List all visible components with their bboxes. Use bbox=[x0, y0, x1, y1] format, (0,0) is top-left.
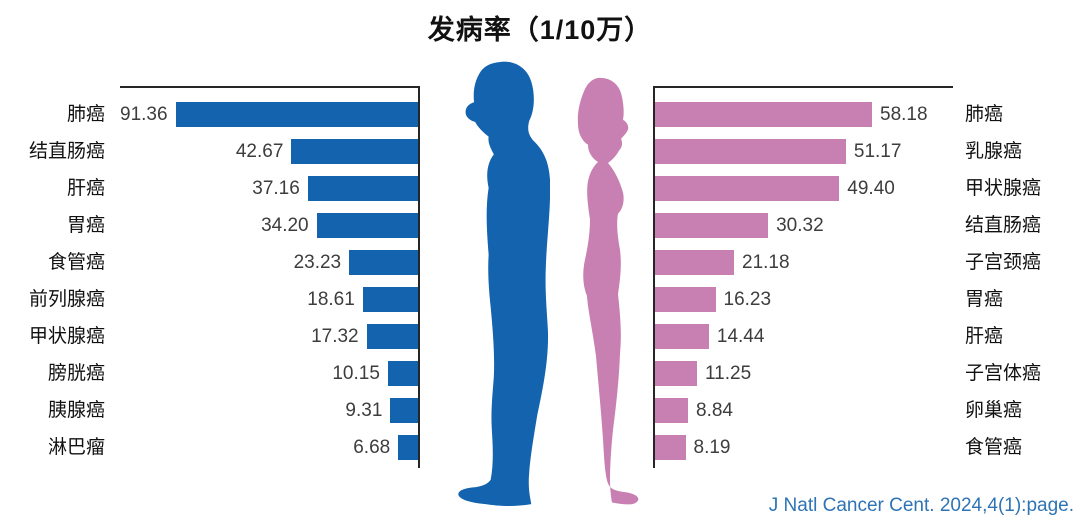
female-bar-plot: 58.18 51.17 49.40 30.32 21.18 16.23 14.44 11.25… bbox=[653, 86, 953, 468]
female-bar bbox=[655, 435, 686, 460]
category-label: 结直肠癌 bbox=[965, 215, 1042, 236]
bar-row: 8.84 bbox=[655, 392, 953, 429]
value-label: 14.44 bbox=[716, 325, 765, 347]
value-label: 37.16 bbox=[252, 177, 300, 199]
category-label: 肺癌 bbox=[965, 104, 1004, 125]
value-label: 10.15 bbox=[332, 362, 380, 384]
male-bar bbox=[398, 435, 418, 460]
female-silhouette-icon bbox=[577, 77, 639, 505]
female-bar bbox=[655, 324, 709, 349]
category-label: 食管癌 bbox=[47, 252, 105, 273]
female-bar bbox=[655, 398, 688, 423]
male-bar bbox=[387, 361, 418, 386]
value-label: 23.23 bbox=[293, 251, 342, 273]
bar-row: 23.23 bbox=[120, 244, 418, 281]
category-label: 甲状腺癌 bbox=[965, 178, 1042, 199]
value-label: 49.40 bbox=[847, 177, 895, 199]
bar-row: 34.20 bbox=[120, 207, 418, 244]
value-label: 42.67 bbox=[235, 140, 284, 162]
bar-row: 14.44 bbox=[655, 318, 953, 355]
male-bar bbox=[307, 176, 418, 201]
female-bar bbox=[655, 361, 697, 386]
male-category-labels: 肺癌结直肠癌肝癌胃癌食管癌前列腺癌甲状腺癌膀胱癌胰腺癌淋巴瘤 bbox=[0, 96, 105, 466]
value-label: 11.25 bbox=[705, 362, 752, 384]
value-label: 8.19 bbox=[693, 436, 731, 458]
female-bar bbox=[655, 250, 734, 275]
female-bar bbox=[655, 102, 872, 127]
female-bar bbox=[655, 213, 769, 238]
category-label: 膀胱癌 bbox=[47, 363, 105, 384]
male-bar bbox=[175, 102, 418, 127]
category-label: 淋巴瘤 bbox=[47, 437, 105, 458]
chart-title: 发病率（1/10万） bbox=[427, 15, 653, 45]
male-silhouette-icon bbox=[458, 61, 550, 506]
bar-row: 8.19 bbox=[655, 429, 953, 466]
bar-row: 58.18 bbox=[655, 96, 953, 133]
male-bar bbox=[349, 250, 418, 275]
bar-row: 10.15 bbox=[120, 355, 418, 392]
category-label: 子宫体癌 bbox=[965, 363, 1042, 384]
citation: J Natl Cancer Cent. 2024,4(1):page. bbox=[768, 495, 1074, 516]
bar-row: 17.32 bbox=[120, 318, 418, 355]
category-label: 肝癌 bbox=[66, 178, 105, 199]
male-bar bbox=[366, 324, 418, 349]
value-label: 6.68 bbox=[353, 436, 391, 458]
male-bar-plot: 91.36 42.67 37.16 34.20 23.23 18.61 17.32 10.15… bbox=[120, 86, 420, 468]
category-label: 肝癌 bbox=[965, 326, 1004, 347]
category-label: 甲状腺癌 bbox=[28, 326, 105, 347]
female-category-labels: 肺癌乳腺癌甲状腺癌结直肠癌子宫颈癌胃癌肝癌子宫体癌卵巢癌食管癌 bbox=[965, 96, 1077, 466]
value-label: 21.18 bbox=[742, 251, 790, 273]
value-label: 34.20 bbox=[261, 214, 309, 236]
bar-row: 16.23 bbox=[655, 281, 953, 318]
male-bar bbox=[362, 287, 418, 312]
category-label: 食管癌 bbox=[965, 437, 1023, 458]
value-label: 51.17 bbox=[853, 140, 902, 162]
value-label: 16.23 bbox=[723, 288, 772, 310]
bar-row: 37.16 bbox=[120, 170, 418, 207]
bar-row: 49.40 bbox=[655, 170, 953, 207]
category-label: 胃癌 bbox=[965, 289, 1004, 310]
category-label: 胰腺癌 bbox=[47, 400, 105, 421]
value-label: 8.84 bbox=[696, 399, 733, 421]
category-label: 乳腺癌 bbox=[965, 141, 1023, 162]
category-label: 子宫颈癌 bbox=[965, 252, 1042, 273]
male-bar bbox=[316, 213, 418, 238]
bar-row: 42.67 bbox=[120, 133, 418, 170]
value-label: 30.32 bbox=[776, 214, 824, 236]
category-label: 前列腺癌 bbox=[28, 289, 105, 310]
female-bar bbox=[655, 176, 840, 201]
value-label: 18.61 bbox=[307, 288, 355, 310]
bar-row: 11.25 bbox=[655, 355, 953, 392]
value-label: 17.32 bbox=[311, 325, 359, 347]
category-label: 肺癌 bbox=[66, 104, 105, 125]
female-bar bbox=[655, 139, 846, 164]
category-label: 结直肠癌 bbox=[28, 141, 105, 162]
bar-row: 21.18 bbox=[655, 244, 953, 281]
bar-row: 9.31 bbox=[120, 392, 418, 429]
bar-row: 91.36 bbox=[120, 96, 418, 133]
value-label: 91.36 bbox=[120, 103, 168, 125]
female-bar bbox=[655, 287, 716, 312]
bar-row: 51.17 bbox=[655, 133, 953, 170]
value-label: 9.31 bbox=[345, 399, 383, 421]
male-bar bbox=[291, 139, 418, 164]
bar-row: 6.68 bbox=[120, 429, 418, 466]
value-label: 58.18 bbox=[880, 103, 928, 125]
male-bar bbox=[390, 398, 418, 423]
category-label: 卵巢癌 bbox=[965, 400, 1023, 421]
bar-row: 18.61 bbox=[120, 281, 418, 318]
bar-row: 30.32 bbox=[655, 207, 953, 244]
category-label: 胃癌 bbox=[66, 215, 105, 236]
